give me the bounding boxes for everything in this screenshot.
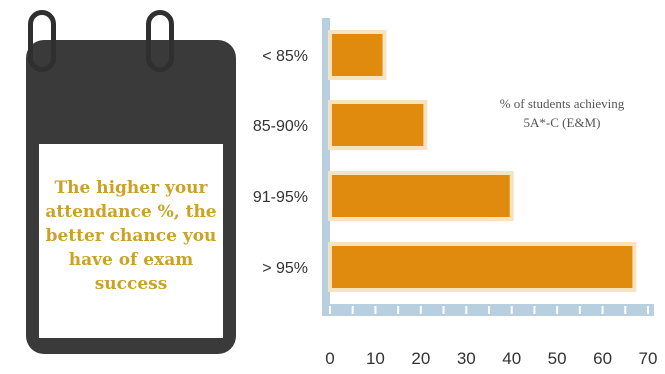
category-label: < 85% bbox=[262, 48, 308, 65]
y-axis-line bbox=[322, 18, 330, 304]
x-axis-segment-divider bbox=[329, 306, 331, 314]
x-axis-segment-divider bbox=[442, 306, 445, 314]
attendance-bar-chart: < 85% 85-90% 91-95% > 95% 0 10 20 30 40 50 60 70 %… bbox=[253, 18, 658, 368]
x-axis-segment-divider bbox=[351, 306, 354, 314]
category-label: > 95% bbox=[262, 260, 308, 277]
x-axis-segment-divider bbox=[578, 306, 581, 314]
x-axis-segment-divider bbox=[624, 306, 627, 314]
x-tick-label: 30 bbox=[457, 349, 476, 368]
x-axis-segment-divider bbox=[465, 306, 468, 314]
x-tick-label: 50 bbox=[548, 349, 567, 368]
x-axis-segment-divider bbox=[397, 306, 400, 314]
calendar-note: The higher your attendance %, the better… bbox=[39, 144, 223, 338]
calendar-ring-left-icon bbox=[28, 10, 56, 72]
x-tick-label: 40 bbox=[502, 349, 521, 368]
calendar-ring-right-icon bbox=[146, 10, 174, 72]
x-axis-segment-divider bbox=[510, 306, 513, 314]
calendar-graphic: The higher your attendance %, the better… bbox=[26, 40, 236, 354]
bar-2 bbox=[328, 171, 514, 221]
x-axis-segment-divider bbox=[601, 306, 604, 314]
bar-1 bbox=[328, 100, 428, 150]
x-axis-segment-divider bbox=[488, 306, 490, 314]
x-axis-segment-divider bbox=[374, 306, 377, 314]
x-tick-label: 10 bbox=[366, 349, 385, 368]
x-tick-label: 70 bbox=[639, 349, 658, 368]
category-label: 91-95% bbox=[253, 189, 308, 206]
legend-line-1: % of students achieving bbox=[500, 96, 625, 111]
bar-0 bbox=[328, 30, 387, 80]
x-tick-label: 0 bbox=[325, 349, 334, 368]
x-axis-segment-divider bbox=[533, 306, 536, 314]
x-axis-segment-divider bbox=[556, 306, 559, 314]
x-tick-label: 60 bbox=[593, 349, 612, 368]
callout-text: The higher your attendance %, the better… bbox=[45, 178, 217, 294]
x-tick-label: 20 bbox=[411, 349, 430, 368]
x-axis-segment-divider bbox=[419, 306, 422, 314]
bar-3 bbox=[328, 242, 637, 292]
category-label: 85-90% bbox=[253, 118, 308, 135]
legend-line-2: 5A*-C (E&M) bbox=[524, 115, 601, 130]
x-axis-segment-divider bbox=[647, 306, 649, 314]
